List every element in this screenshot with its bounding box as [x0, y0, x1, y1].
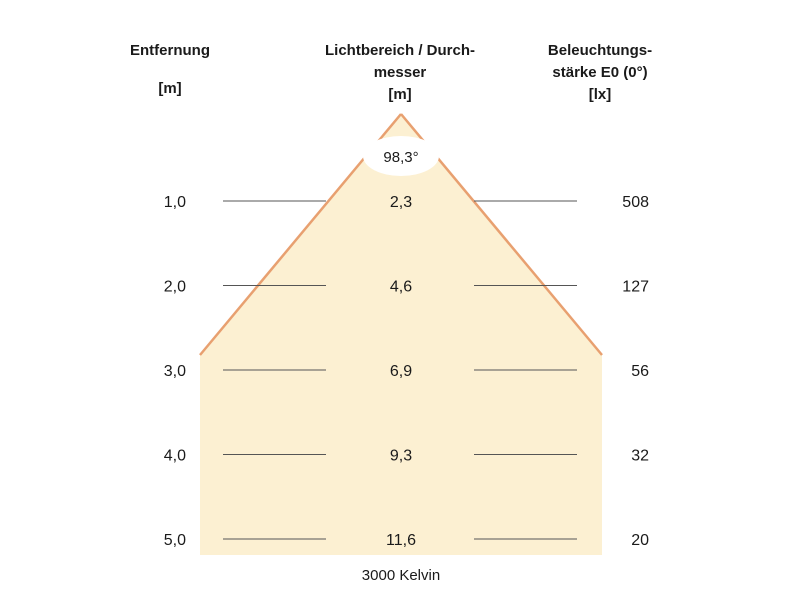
- illuminance-value: 32: [631, 448, 649, 465]
- diameter-header-title-2: messer: [373, 64, 427, 81]
- distance-value: 1,0: [164, 194, 186, 211]
- illuminance-value: 508: [622, 194, 649, 211]
- diameter-header-unit: [m]: [388, 86, 412, 103]
- diameter-value: 11,6: [386, 532, 416, 549]
- distance-header-title: Entfernung: [130, 42, 210, 59]
- distance-row: 4,0 9,3 32: [164, 448, 649, 465]
- diameter-header-title-1: Lichtbereich / Durch-: [324, 42, 476, 59]
- distance-header: Entfernung [m]: [110, 40, 230, 100]
- illuminance-header: Beleuchtungs- stärke E0 (0°) [lx]: [520, 40, 680, 106]
- distance-value: 4,0: [164, 448, 186, 465]
- distance-row: 2,0 4,6 127: [164, 279, 649, 296]
- illuminance-header-title-1: Beleuchtungs-: [547, 42, 653, 59]
- distance-value: 2,0: [164, 279, 186, 296]
- diameter-value: 9,3: [390, 448, 412, 465]
- diameter-header: Lichtbereich / Durch- messer [m]: [290, 40, 510, 106]
- diameter-value: 2,3: [390, 194, 412, 211]
- illuminance-header-title-2: stärke E0 (0°): [552, 64, 648, 81]
- distance-row: 3,0 6,9 56: [164, 363, 649, 380]
- beam-area: [200, 114, 602, 555]
- distance-header-unit: [m]: [158, 80, 182, 97]
- illuminance-value: 20: [631, 532, 649, 549]
- distance-value: 5,0: [164, 532, 186, 549]
- illuminance-value: 56: [631, 363, 649, 380]
- color-temperature-label: 3000 Kelvin: [362, 567, 440, 584]
- beam-angle-label: 98,3°: [383, 149, 418, 166]
- illuminance-value: 127: [622, 279, 649, 296]
- illuminance-header-unit: [lx]: [588, 86, 612, 103]
- distance-row: 5,0 11,6 20: [164, 532, 649, 549]
- diameter-value: 4,6: [390, 279, 412, 296]
- diameter-value: 6,9: [390, 363, 412, 380]
- distance-rows: 1,0 2,3 508 2,0 4,6 127 3,0 6,9 56 4,0 9,3 32 5,0 11,…: [164, 194, 649, 549]
- beam-angle-bubble: [363, 136, 439, 176]
- distance-value: 3,0: [164, 363, 186, 380]
- distance-row: 1,0 2,3 508: [164, 194, 649, 211]
